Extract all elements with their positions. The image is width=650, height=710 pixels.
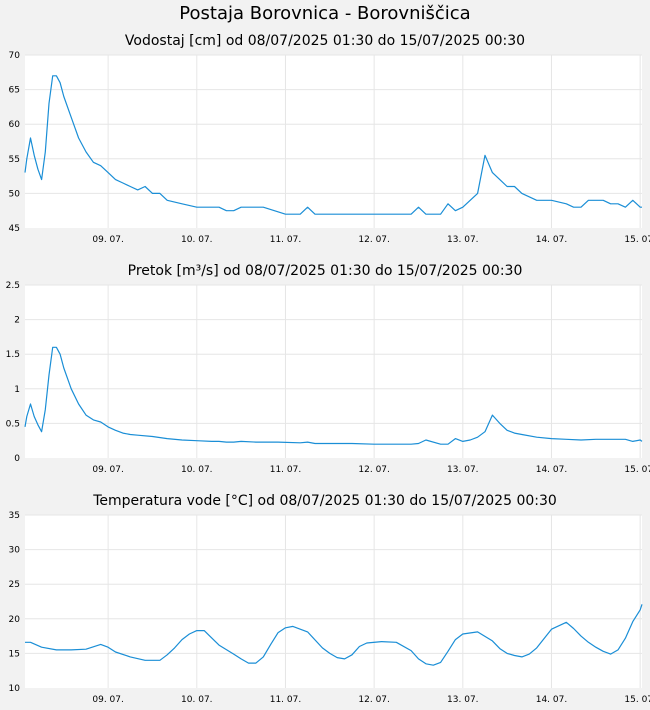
y-tick-label: 45 bbox=[9, 224, 20, 234]
y-tick-label: 70 bbox=[9, 51, 21, 61]
page-title: Postaja Borovnica - Borovniščica bbox=[179, 3, 471, 24]
y-tick-label: 10 bbox=[9, 684, 21, 694]
y-tick-label: 1 bbox=[14, 385, 20, 395]
x-tick-label: 14. 07. bbox=[536, 235, 568, 245]
x-tick-label: 15. 07. bbox=[624, 235, 650, 245]
x-tick-label: 12. 07. bbox=[358, 235, 390, 245]
y-tick-label: 15 bbox=[9, 649, 20, 659]
y-tick-label: 2.5 bbox=[6, 281, 20, 291]
y-tick-label: 35 bbox=[9, 511, 20, 521]
chart-title: Pretok [m³/s] od 08/07/2025 01:30 do 15/… bbox=[128, 263, 523, 279]
x-tick-label: 12. 07. bbox=[358, 695, 390, 705]
chart-title: Vodostaj [cm] od 08/07/2025 01:30 do 15/… bbox=[125, 33, 525, 49]
series-line bbox=[25, 604, 643, 666]
x-tick-label: 13. 07. bbox=[447, 465, 479, 475]
y-tick-label: 25 bbox=[9, 580, 20, 590]
x-tick-label: 15. 07. bbox=[624, 465, 650, 475]
y-tick-label: 0 bbox=[14, 454, 20, 464]
y-tick-label: 1.5 bbox=[6, 350, 20, 360]
x-tick-label: 09. 07. bbox=[92, 465, 124, 475]
x-tick-label: 15. 07. bbox=[624, 695, 650, 705]
chart-title: Temperatura vode [°C] od 08/07/2025 01:3… bbox=[92, 493, 557, 509]
x-tick-label: 14. 07. bbox=[536, 465, 568, 475]
x-tick-label: 13. 07. bbox=[447, 235, 479, 245]
x-tick-label: 09. 07. bbox=[92, 235, 124, 245]
plot-area bbox=[25, 285, 642, 458]
x-tick-label: 12. 07. bbox=[358, 465, 390, 475]
y-tick-label: 0.5 bbox=[6, 419, 20, 429]
series-line bbox=[24, 346, 643, 445]
y-tick-label: 50 bbox=[9, 189, 21, 199]
x-tick-label: 14. 07. bbox=[536, 695, 568, 705]
y-tick-label: 55 bbox=[9, 155, 20, 165]
x-tick-label: 10. 07. bbox=[181, 695, 213, 705]
x-tick-label: 11. 07. bbox=[270, 465, 302, 475]
y-tick-label: 2 bbox=[14, 316, 20, 326]
y-tick-label: 60 bbox=[9, 120, 21, 130]
y-tick-label: 20 bbox=[9, 615, 21, 625]
x-tick-label: 13. 07. bbox=[447, 695, 479, 705]
x-tick-label: 11. 07. bbox=[270, 695, 302, 705]
x-tick-label: 10. 07. bbox=[181, 465, 213, 475]
plot-area bbox=[25, 515, 642, 688]
series-line bbox=[24, 75, 642, 215]
plot-area bbox=[25, 55, 642, 228]
x-tick-label: 11. 07. bbox=[270, 235, 302, 245]
x-tick-label: 10. 07. bbox=[181, 235, 213, 245]
y-tick-label: 30 bbox=[9, 546, 21, 556]
x-tick-label: 09. 07. bbox=[92, 695, 124, 705]
y-tick-label: 65 bbox=[9, 86, 20, 96]
